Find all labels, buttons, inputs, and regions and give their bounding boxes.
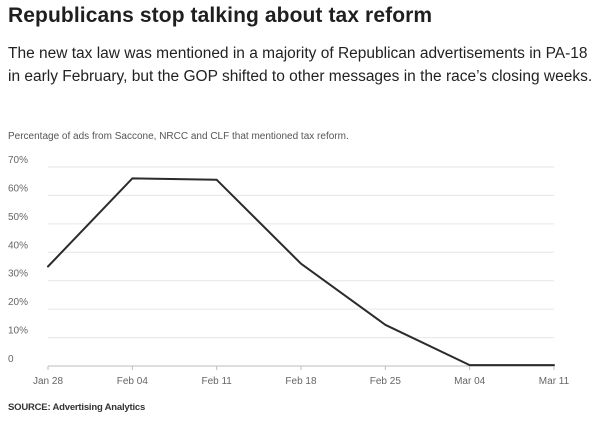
y-tick-label: 20%: [8, 297, 28, 308]
y-tick-label: 50%: [8, 212, 28, 223]
x-tick-label: Feb 18: [285, 376, 317, 387]
y-tick-label: 60%: [8, 183, 28, 194]
x-tick-label: Mar 11: [539, 376, 570, 387]
series-line: [47, 177, 555, 367]
y-tick-label: 70%: [8, 155, 28, 166]
y-tick-label: 40%: [8, 240, 28, 251]
x-tick-label: Jan 28: [33, 376, 63, 387]
x-tick-label: Mar 04: [454, 376, 486, 387]
y-tick-label: 30%: [8, 269, 28, 280]
chart-title: Republicans stop talking about tax refor…: [8, 4, 433, 27]
chart-subtitle: The new tax law was mentioned in a major…: [8, 45, 593, 85]
y-tick-label: 0: [8, 354, 14, 365]
chart-caption: Percentage of ads from Saccone, NRCC and…: [8, 131, 349, 142]
x-tick-label: Feb 25: [370, 376, 402, 387]
x-tick-label: Feb 11: [201, 376, 232, 387]
y-tick-label: 10%: [8, 326, 28, 337]
source-note: SOURCE: Advertising Analytics: [8, 402, 146, 413]
x-tick-label: Feb 04: [117, 376, 149, 387]
